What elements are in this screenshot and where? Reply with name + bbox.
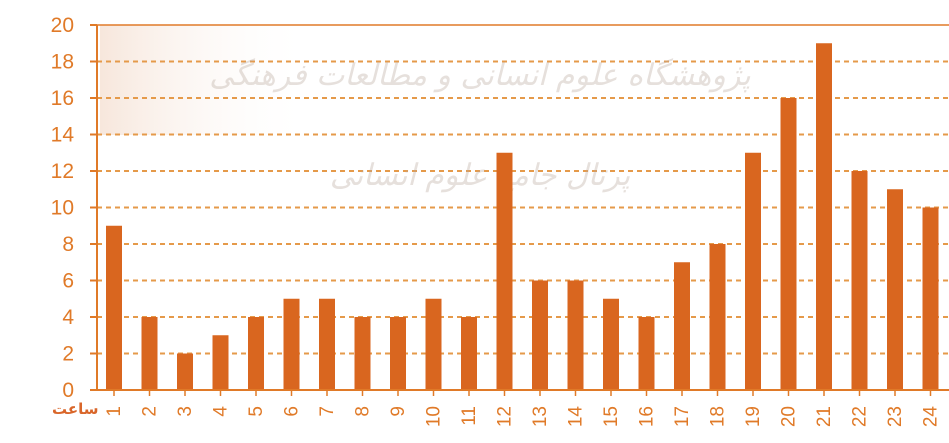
plot-background (100, 25, 949, 135)
bar (674, 262, 690, 390)
gridlines (97, 60, 949, 355)
x-tick-label: 10 (424, 406, 445, 427)
y-tick-label: 18 (51, 51, 74, 74)
bar (212, 335, 229, 390)
y-tick-label: 20 (51, 14, 74, 37)
x-tick-label: 9 (388, 406, 409, 417)
y-tick-label: 10 (51, 197, 74, 220)
x-tick-label: 17 (672, 406, 693, 427)
x-tick-label: 7 (317, 406, 338, 417)
x-tick-label: 5 (246, 406, 267, 417)
x-tick-labels: 1 2 3 4 5 6 7 8 9 10 11 12 13 14 15 16 17 18 19 20 21 22 23 24 (104, 390, 942, 427)
x-tick-label: 22 (850, 406, 871, 427)
bar-series (106, 43, 939, 390)
bar (461, 317, 477, 390)
x-tick-label: 3 (175, 406, 196, 417)
x-tick-label: 8 (353, 406, 374, 417)
x-tick-label: 14 (566, 406, 587, 428)
bar (425, 298, 442, 390)
bar (638, 317, 655, 390)
y-tick-label: 16 (51, 87, 74, 110)
y-tick-label: 8 (62, 233, 74, 256)
x-tick-label: 11 (459, 406, 480, 426)
x-axis-label: ساعت (52, 400, 99, 418)
y-tick-label: 6 (62, 270, 74, 293)
bar (319, 298, 335, 390)
x-tick-label: 1 (104, 406, 125, 417)
bar (496, 152, 513, 390)
bar (106, 225, 122, 390)
bar (248, 317, 264, 390)
bar (816, 43, 832, 390)
bar (177, 353, 193, 390)
watermark-line-2: پرتال جامع علوم انسانی (330, 158, 630, 193)
watermark-line-1: پژوهشگاه علوم انسانی و مطالعات فرهنگی (209, 58, 751, 93)
x-tick-label: 2 (140, 406, 161, 417)
bar (567, 280, 584, 390)
y-tick-label: 12 (51, 160, 74, 183)
x-tick-label: 23 (885, 406, 906, 427)
bar (354, 317, 371, 390)
x-tick-label: 18 (708, 406, 729, 427)
bar (851, 171, 868, 390)
x-tick-label: 16 (637, 406, 658, 427)
bar (887, 189, 903, 390)
x-tick-label: 20 (779, 406, 800, 427)
y-tick-labels: 0 2 4 6 8 10 12 14 16 18 20 (51, 14, 97, 402)
x-tick-label: 24 (921, 406, 942, 428)
x-tick-label: 13 (530, 406, 551, 427)
bar (141, 317, 158, 390)
y-tick-label: 4 (62, 306, 74, 329)
y-tick-label: 0 (62, 379, 74, 402)
x-tick-label: 12 (495, 406, 516, 427)
x-tick-label: 19 (743, 406, 764, 427)
bar (745, 152, 761, 390)
watermark: پژوهشگاه علوم انسانی و مطالعات فرهنگی پر… (209, 58, 751, 193)
bar (283, 298, 300, 390)
bar (532, 280, 548, 390)
x-tick-label: 6 (282, 406, 303, 417)
bar (390, 317, 406, 390)
bar (780, 98, 797, 390)
bar (709, 244, 726, 390)
bar (603, 298, 619, 390)
x-tick-label: 15 (601, 406, 622, 427)
x-tick-label: 21 (814, 406, 835, 427)
x-tick-label: 4 (211, 406, 232, 417)
y-tick-label: 14 (51, 124, 75, 147)
bar (922, 207, 939, 390)
y-tick-label: 2 (62, 343, 74, 366)
